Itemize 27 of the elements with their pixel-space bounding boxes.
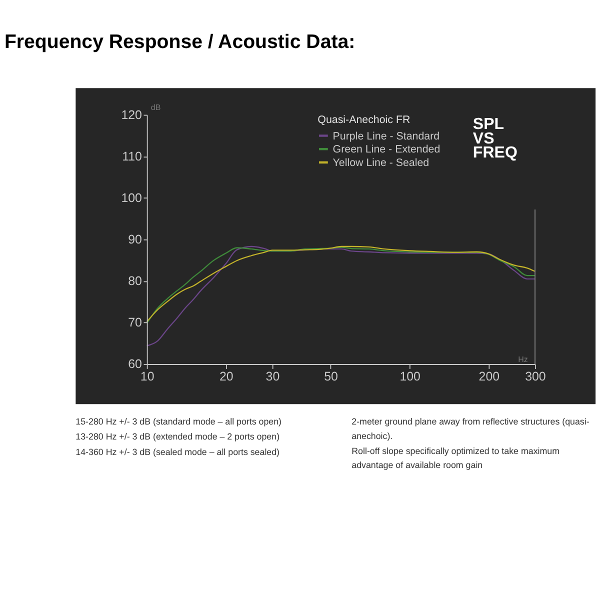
legend-title: Quasi-Anechoic FR xyxy=(318,114,410,126)
x-axis-title: Hz xyxy=(518,354,528,364)
x-tick-label: 20 xyxy=(220,370,234,384)
y-tick-label: 100 xyxy=(121,190,142,205)
legend-label: Purple Line - Standard xyxy=(332,130,440,142)
x-tick-label: 50 xyxy=(324,370,338,384)
x-tick-label: 200 xyxy=(478,370,500,384)
y-tick-label: 60 xyxy=(128,357,142,372)
y-tick-label: 80 xyxy=(128,274,142,288)
y-tick-label: 120 xyxy=(121,108,142,122)
legend-label: Green Line - Extended xyxy=(332,144,440,156)
x-tick-label: 300 xyxy=(525,370,546,384)
text: 14-360 Hz +/- 3 dB (sealed mode – all ports sealed) xyxy=(76,446,280,457)
y-axis-title: dB xyxy=(150,102,161,112)
y-tick-label: 90 xyxy=(128,232,142,246)
text: 13-280 Hz +/- 3 dB (extended mode – 2 ports open) xyxy=(76,432,280,442)
chart-title: Frequency Response / Acoustic Data: xyxy=(4,31,356,54)
x-tick-label: 30 xyxy=(266,370,280,384)
x-tick-label: 100 xyxy=(400,370,421,384)
text: 15-280 Hz +/- 3 dB (standard mode – all ports open) xyxy=(76,416,282,427)
text: 2-meter ground plane away from reflective structures (quasi-anechoic). xyxy=(352,416,590,441)
y-tick-label: 110 xyxy=(122,149,142,164)
text: SPL VS FREQ xyxy=(472,115,518,162)
x-tick-label: 10 xyxy=(140,370,154,384)
y-tick-label: 70 xyxy=(128,316,142,330)
text: Roll-off slope specifically optimized to take maximum advantage of available room gain xyxy=(352,446,560,470)
legend-label: Yellow Line - Sealed xyxy=(332,156,430,169)
